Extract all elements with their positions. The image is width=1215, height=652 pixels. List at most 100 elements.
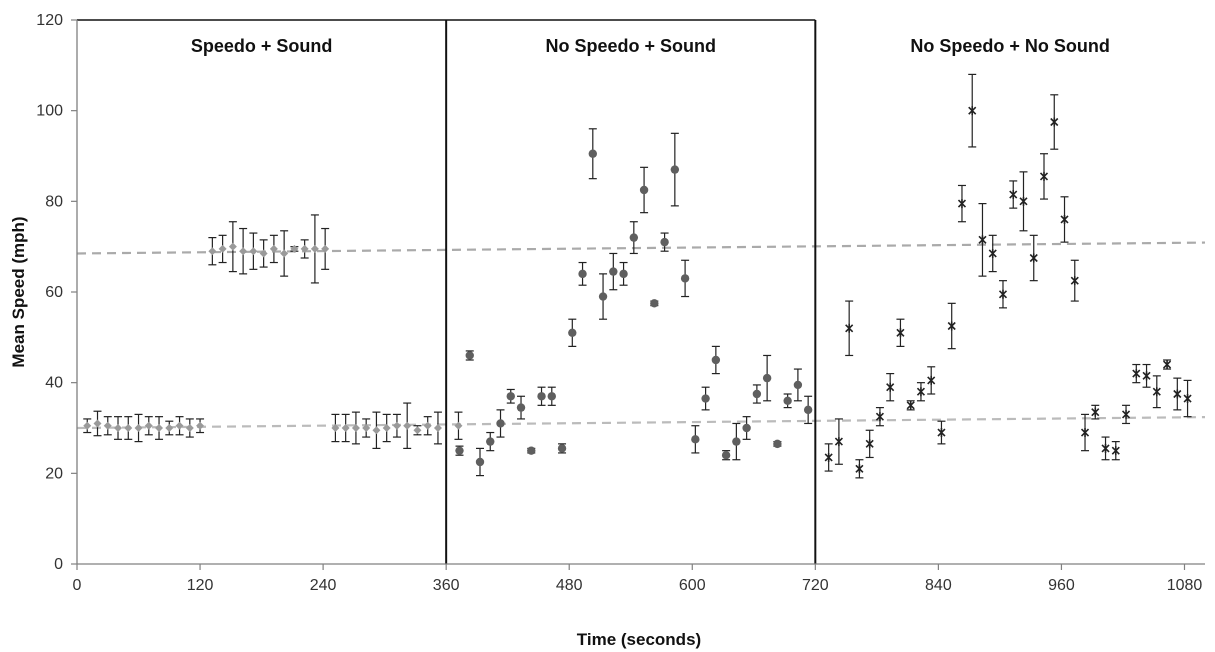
data-point [1173, 377, 1182, 411]
circle-marker [721, 451, 731, 460]
data-point [598, 273, 608, 320]
circle-marker [773, 439, 782, 449]
data-point [568, 318, 577, 347]
data-point [310, 214, 319, 284]
data-point [1080, 413, 1090, 452]
y-tick-label: 100 [36, 103, 63, 120]
data-point [1142, 363, 1151, 388]
data-point [527, 446, 536, 455]
star-marker [968, 106, 977, 116]
star-marker [1060, 214, 1069, 224]
data-point [803, 395, 813, 425]
data-point [259, 239, 268, 268]
diamond-marker [403, 421, 412, 430]
data-point [752, 384, 762, 404]
data-point [423, 416, 432, 436]
diamond-marker [372, 426, 381, 435]
data-point [454, 411, 463, 440]
y-axis-title: Mean Speed (mph) [9, 216, 28, 367]
data-point [619, 261, 628, 286]
diamond-marker [310, 244, 319, 253]
phase-label: Speedo + Sound [191, 36, 333, 56]
circle-marker [711, 355, 721, 365]
diamond-marker [341, 424, 350, 432]
diamond-marker [103, 421, 112, 430]
star-marker [988, 248, 997, 258]
diamond-marker [185, 424, 194, 432]
circle-marker [762, 373, 772, 383]
diamond-marker [114, 424, 123, 432]
star-marker [978, 235, 987, 245]
data-point [1162, 359, 1172, 370]
data-point [886, 373, 895, 402]
phase-labels: Speedo + Sound No Speedo + Sound No Speedo… [191, 36, 1110, 56]
data-point [362, 418, 371, 438]
data-point [855, 459, 864, 479]
circle-marker [465, 351, 474, 360]
data-point [845, 300, 854, 357]
data-point [269, 234, 278, 264]
star-marker [957, 199, 967, 209]
circle-marker [619, 269, 628, 279]
x-axis-title: Time (seconds) [577, 630, 701, 649]
x-tick-label: 720 [802, 577, 829, 594]
diamond-marker [134, 424, 143, 432]
star-marker [845, 323, 854, 333]
circle-marker [783, 396, 792, 405]
circle-marker [742, 423, 751, 433]
star-marker [1101, 443, 1110, 453]
diamond-marker [269, 244, 278, 253]
diamond-marker [165, 424, 174, 432]
phase-label: No Speedo + No Sound [910, 36, 1110, 56]
data-point [978, 203, 987, 277]
diamond-marker [218, 244, 227, 253]
diamond-marker [362, 424, 371, 432]
diamond-marker [208, 247, 217, 256]
data-point [114, 416, 123, 440]
data-point [691, 425, 700, 454]
data-point [93, 410, 102, 437]
data-point [185, 418, 194, 438]
diamond-marker [321, 244, 330, 253]
data-point [711, 345, 721, 375]
diamond-marker [175, 421, 184, 430]
y-tick-label: 20 [45, 465, 63, 482]
diamond-marker [392, 421, 401, 430]
data-point [701, 386, 710, 411]
x-tick-label: 480 [556, 577, 583, 594]
data-point [506, 388, 515, 404]
diamond-marker [93, 419, 102, 428]
circle-marker [516, 403, 526, 412]
data-point [721, 450, 731, 461]
trend-lines [76, 241, 1206, 430]
circle-marker [660, 237, 669, 247]
star-marker [1070, 276, 1079, 286]
data-point [557, 443, 567, 454]
star-marker [947, 321, 956, 331]
data-point [629, 221, 639, 255]
star-marker [937, 428, 946, 438]
data-point [968, 73, 977, 148]
y-tick-label: 80 [45, 193, 63, 210]
star-marker [1091, 407, 1100, 417]
star-marker [1162, 360, 1172, 370]
diamond-marker [228, 242, 237, 251]
data-point [927, 366, 936, 395]
data-point [175, 416, 184, 436]
data-point [372, 411, 381, 449]
star-marker [1019, 196, 1028, 206]
circle-marker [691, 435, 700, 444]
circle-marker [496, 419, 505, 428]
data-point [650, 299, 659, 308]
data-point [1029, 234, 1038, 282]
circle-marker [475, 457, 485, 467]
phase-label: No Speedo + Sound [545, 36, 716, 56]
diamond-marker [83, 421, 92, 430]
data-point [609, 252, 618, 291]
diamond-marker [300, 244, 309, 253]
diamond-marker [413, 426, 422, 435]
data-point [465, 350, 474, 361]
data-point [134, 413, 143, 443]
circle-marker [486, 437, 495, 446]
star-marker [855, 464, 864, 474]
